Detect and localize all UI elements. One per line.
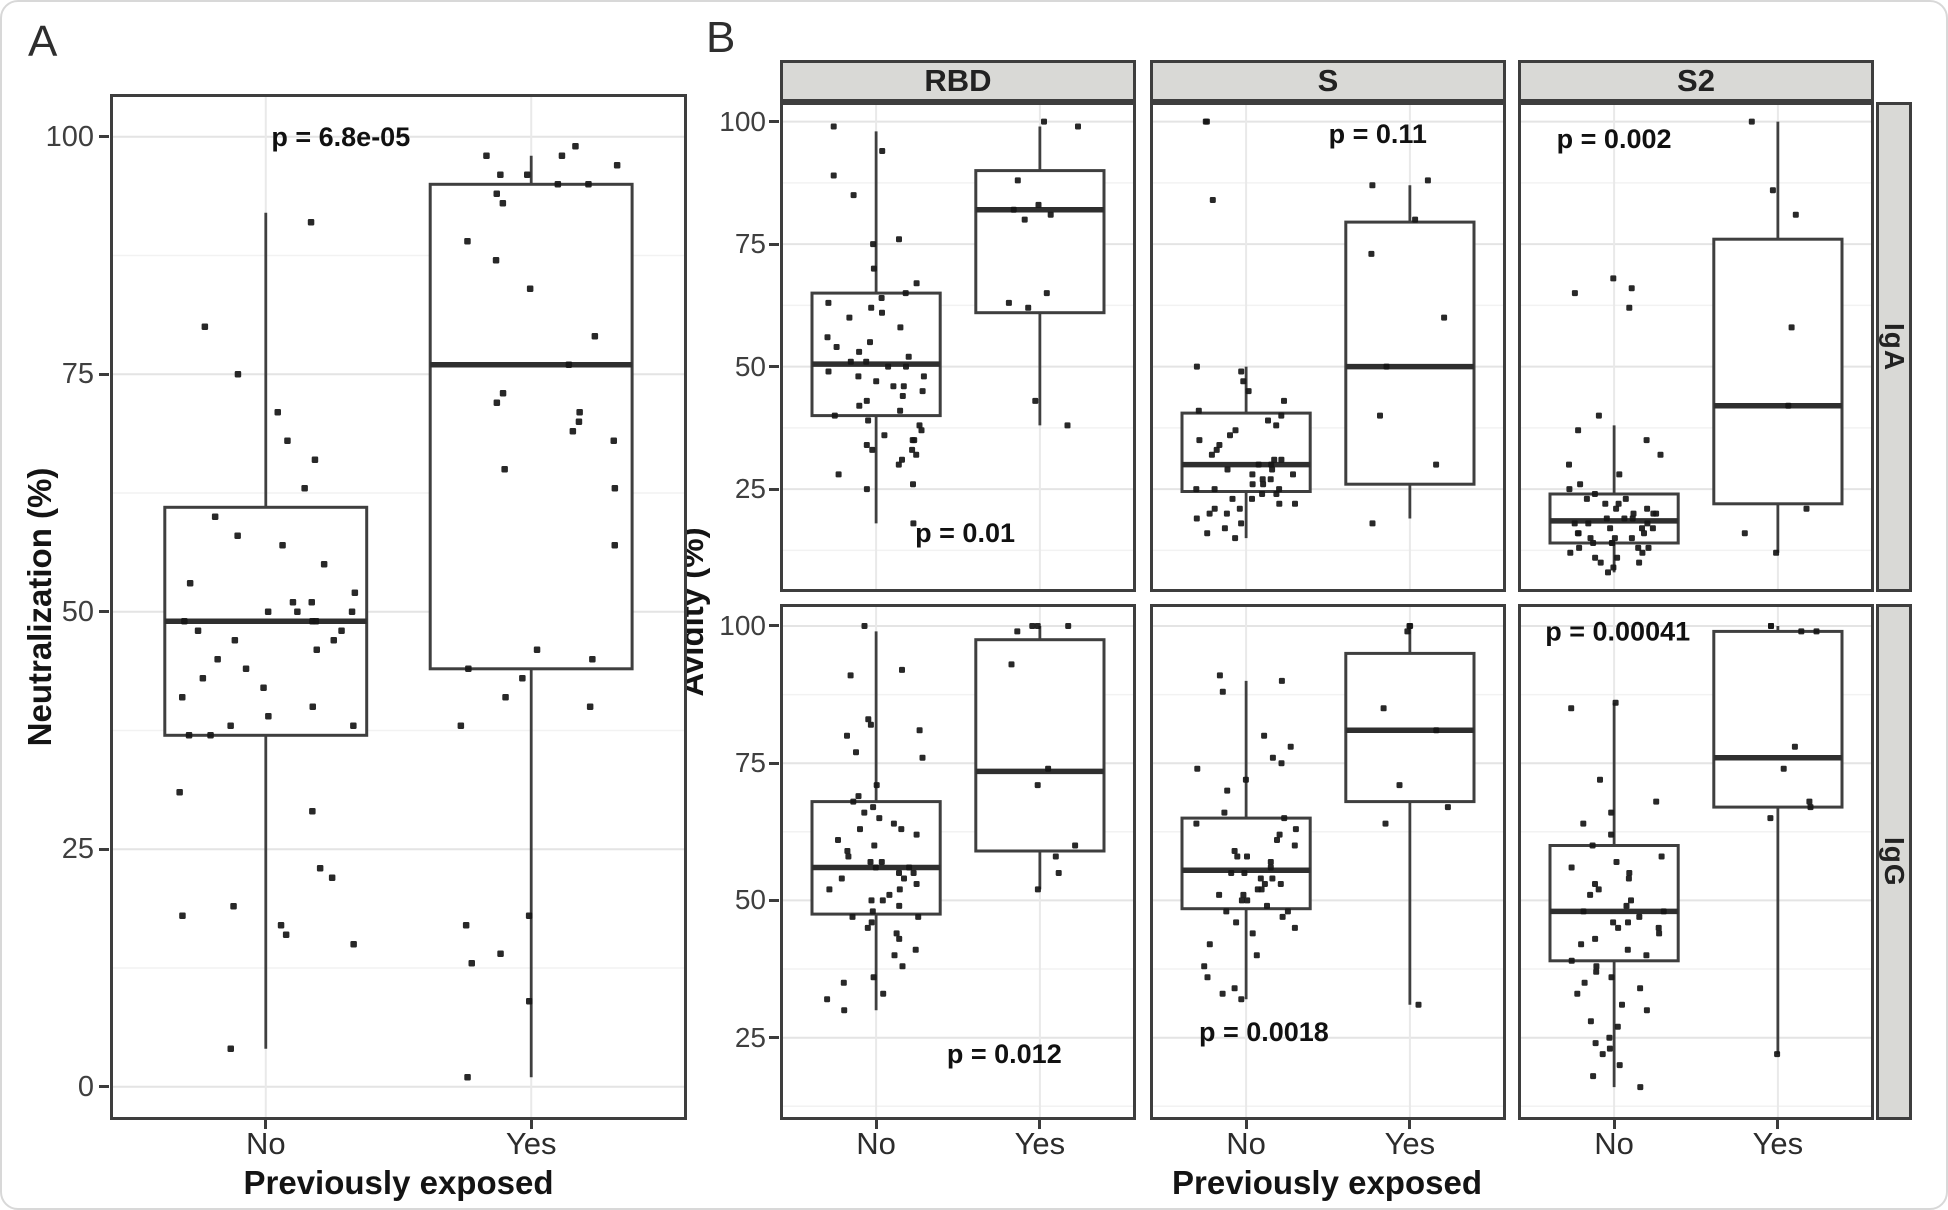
panel-b-rbd-igg-xtick-no: No xyxy=(856,1126,896,1161)
panel-a-ytick-mark-100 xyxy=(99,135,109,139)
panel-b-iga-ytick-100: 100 xyxy=(719,105,766,137)
panel-b-s2-igg-xtick-mark-no xyxy=(1612,1120,1616,1129)
facet-s-igg-boxplot: p = 0.0018 xyxy=(1150,604,1506,1120)
facet-strip-igg-label: IgG xyxy=(1879,837,1910,887)
panel-b-iga-ytick-50: 50 xyxy=(734,350,766,382)
panel-b-iga-ytick-75: 75 xyxy=(734,228,766,260)
panel-b-rbd-igg-xtick-mark-yes xyxy=(1038,1120,1042,1129)
panel-a-ytick-75: 75 xyxy=(61,358,94,391)
panel-a-ytick-100: 100 xyxy=(45,120,94,153)
p-value-label: p = 0.002 xyxy=(1557,124,1672,154)
panel-b-igg-ytick-mark-75 xyxy=(769,761,779,765)
facet-strip-s2-label: S2 xyxy=(1677,63,1715,98)
panel-a-ytick-mark-50 xyxy=(99,610,109,614)
facet-strip-igg: IgG xyxy=(1876,604,1912,1120)
panel-b-igg-ytick-mark-100 xyxy=(769,624,779,628)
panel-a-xtick-yes: Yes xyxy=(505,1126,557,1161)
panel-a-ytick-25: 25 xyxy=(61,833,94,866)
panel-b-s2-igg-xtick-no: No xyxy=(1594,1126,1634,1161)
panel-b-s2-igg-xtick-mark-yes xyxy=(1776,1120,1780,1129)
panel-b-s2-igg-xtick-yes: Yes xyxy=(1752,1126,1804,1161)
facet-s2-igg-boxplot: p = 0.00041 xyxy=(1518,604,1874,1120)
panel-b-x-axis-title: Previously exposed xyxy=(1172,1164,1482,1201)
panel-b-iga-ytick-mark-75 xyxy=(769,242,779,246)
facet-strip-iga: IgA xyxy=(1876,102,1912,592)
panel-b-iga-ytick-mark-50 xyxy=(769,365,779,369)
p-value-label: p = 0.012 xyxy=(947,1039,1062,1069)
facet-strip-rbd: RBD xyxy=(780,60,1136,102)
facet-s-iga-boxplot: p = 0.11 xyxy=(1150,102,1506,592)
p-value-label: p = 0.11 xyxy=(1329,119,1427,149)
panel-b-iga-ytick-mark-100 xyxy=(769,120,779,124)
panel-b-igg-ytick-25: 25 xyxy=(734,1021,766,1053)
panel-b-s-igg-xtick-mark-no xyxy=(1244,1120,1248,1129)
panel-a-ytick-mark-75 xyxy=(99,372,109,376)
facet-strip-iga-label: IgA xyxy=(1879,322,1910,372)
panel-b-igg-ytick-100: 100 xyxy=(719,609,766,641)
p-value-label: p = 0.0018 xyxy=(1199,1017,1329,1047)
facet-s2-iga-boxplot: p = 0.002 xyxy=(1518,102,1874,592)
panel-b-label: B xyxy=(706,13,736,62)
facet-strip-s2: S2 xyxy=(1518,60,1874,102)
panel-a-label: A xyxy=(28,17,58,66)
panel-b-s-igg-xtick-no: No xyxy=(1226,1126,1266,1161)
panel-b-rbd-igg-xtick-mark-no xyxy=(874,1120,878,1129)
panel-a-ytick-mark-0 xyxy=(99,1085,109,1089)
panel-b-s-igg-xtick-mark-yes xyxy=(1408,1120,1412,1129)
facet-rbd-iga-boxplot: p = 0.01 xyxy=(780,102,1136,592)
p-value-label: p = 6.8e-05 xyxy=(271,122,410,152)
panel-a-boxplot: p = 6.8e-05 xyxy=(110,94,687,1120)
panel-a-ytick-50: 50 xyxy=(61,595,94,628)
panel-b-igg-ytick-50: 50 xyxy=(734,884,766,916)
panel-a-xtick-mark-no xyxy=(264,1120,268,1129)
panel-a-ytick-0: 0 xyxy=(77,1070,94,1103)
panel-a-xtick-mark-yes xyxy=(529,1120,533,1129)
panel-b-igg-ytick-75: 75 xyxy=(734,747,766,779)
panel-b-igg-ytick-mark-25 xyxy=(769,1036,779,1040)
p-value-label: p = 0.01 xyxy=(915,518,1015,548)
panel-a-ytick-mark-25 xyxy=(99,847,109,851)
panel-a-xtick-no: No xyxy=(245,1126,286,1161)
panel-b-igg-ytick-mark-50 xyxy=(769,898,779,902)
panel-b-iga-ytick-25: 25 xyxy=(734,473,766,505)
panel-b-iga-ytick-mark-25 xyxy=(769,487,779,491)
facet-strip-s: S xyxy=(1150,60,1506,102)
panel-a-x-axis-title: Previously exposed xyxy=(243,1164,554,1201)
panel-b-rbd-igg-xtick-yes: Yes xyxy=(1014,1126,1066,1161)
panel-b-s-igg-xtick-yes: Yes xyxy=(1384,1126,1436,1161)
facet-rbd-igg-boxplot: p = 0.012 xyxy=(780,604,1136,1120)
facet-strip-s-label: S xyxy=(1317,63,1339,98)
facet-strip-rbd-label: RBD xyxy=(924,63,992,98)
p-value-label: p = 0.00041 xyxy=(1545,616,1690,646)
